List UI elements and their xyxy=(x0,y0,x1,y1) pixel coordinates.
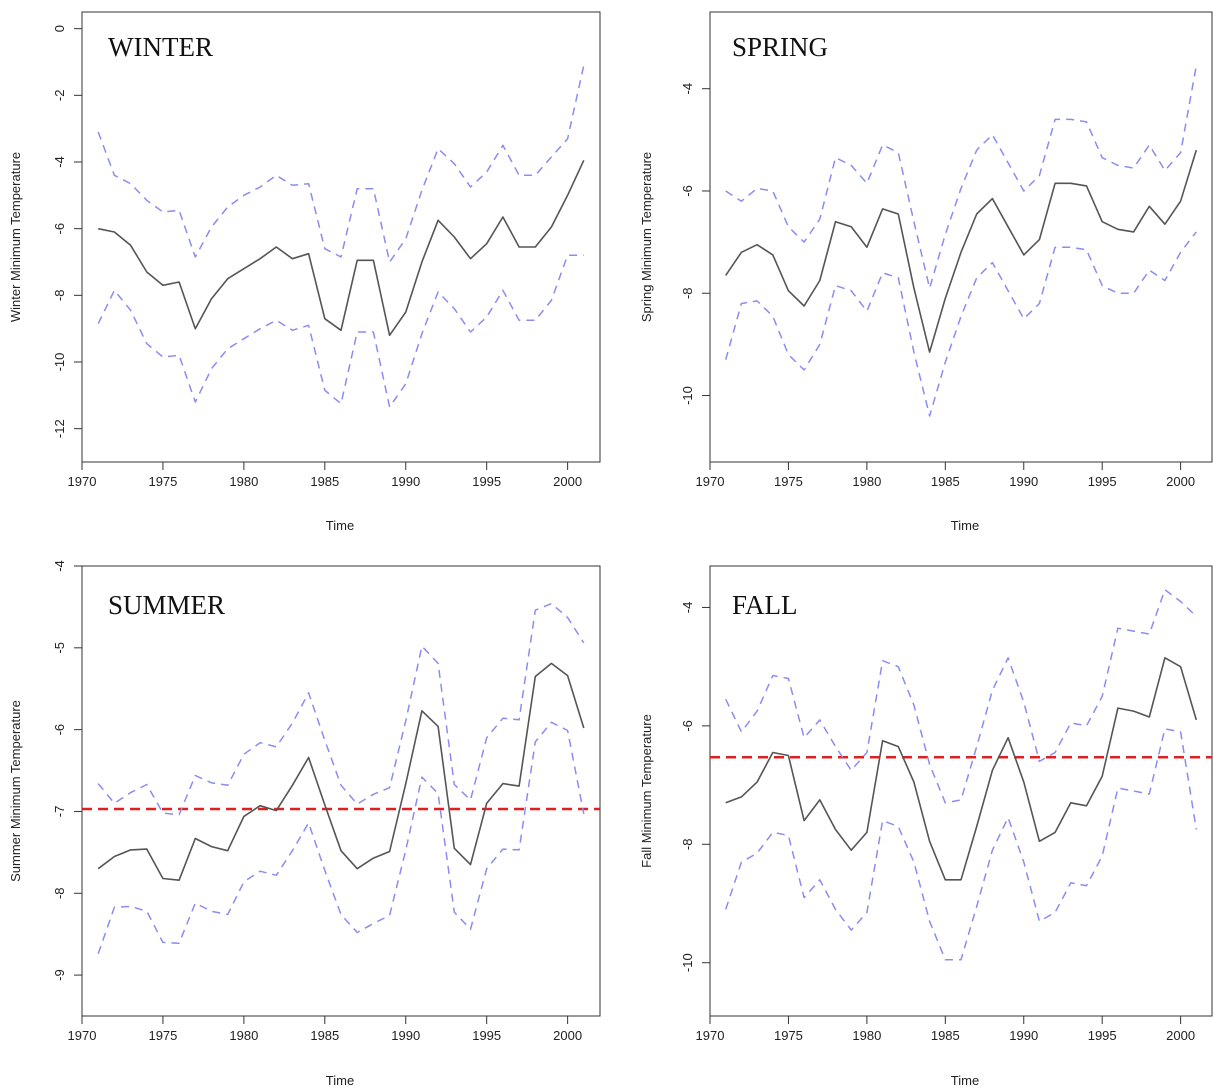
spring-lower-series-line xyxy=(724,231,1197,417)
winter-y-tick-label: -8 xyxy=(52,290,67,302)
spring-x-axis-title: Time xyxy=(951,518,979,533)
winter-panel-label: WINTER xyxy=(108,32,213,62)
summer-panel: 1970 1975 1980 1985 1990 1995 2000 -4 -5 -6 -7 -8 -9… xyxy=(8,560,601,1088)
winter-x-tick-label: 1970 xyxy=(68,474,97,489)
summer-lower-series-line xyxy=(97,721,585,955)
fall-lower-series-line xyxy=(724,728,1198,961)
spring-x-tick-label: 1990 xyxy=(1009,474,1038,489)
winter-x-axis: 1970 1975 1980 1985 1990 1995 2000 xyxy=(68,462,582,489)
winter-x-tick-label: 2000 xyxy=(553,474,582,489)
winter-y-tick-label: -4 xyxy=(52,156,67,168)
fall-mean-series-line xyxy=(725,656,1198,881)
fall-x-axis-title: Time xyxy=(951,1073,979,1088)
spring-y-tick-label: -10 xyxy=(680,386,695,405)
spring-x-tick-label: 2000 xyxy=(1166,474,1195,489)
spring-mean-series-line xyxy=(725,149,1198,353)
winter-y-tick-label: -2 xyxy=(52,90,67,102)
summer-y-tick-label: -9 xyxy=(52,969,67,981)
summer-y-tick-label: -8 xyxy=(52,887,67,899)
fall-x-tick-label: 1975 xyxy=(774,1028,803,1043)
spring-y-tick-label: -4 xyxy=(680,83,695,95)
winter-mean-series-line xyxy=(98,159,585,337)
winter-y-axis: 0 -2 -4 -6 -8 -10 -12 xyxy=(52,25,82,438)
spring-y-tick-label: -8 xyxy=(680,287,695,299)
winter-x-tick-label: 1975 xyxy=(148,474,177,489)
summer-x-tick-label: 1990 xyxy=(391,1028,420,1043)
fall-panel: 1970 1975 1980 1985 1990 1995 2000 -4 -6 -8 -10 Tim… xyxy=(639,565,1213,1088)
spring-plot-frame xyxy=(709,11,1213,463)
spring-panel: 1970 1975 1980 1985 1990 1995 2000 -4 -6 -8 -10 Tim… xyxy=(639,11,1213,533)
fall-y-tick-label: -8 xyxy=(680,839,695,851)
summer-y-axis-title: Summer Minimum Temperature xyxy=(8,700,23,882)
summer-mean-series-line xyxy=(97,662,585,882)
spring-upper-series-line xyxy=(725,65,1198,289)
winter-x-tick-label: 1985 xyxy=(310,474,339,489)
fall-y-axis-title: Fall Minimum Temperature xyxy=(639,714,654,868)
spring-x-axis: 1970 1975 1980 1985 1990 1995 2000 xyxy=(696,462,1195,489)
winter-y-tick-label: -6 xyxy=(52,223,67,235)
fall-x-tick-label: 1985 xyxy=(931,1028,960,1043)
spring-y-axis: -4 -6 -8 -10 xyxy=(680,83,710,405)
summer-plot-frame xyxy=(81,565,601,1017)
summer-y-tick-label: -7 xyxy=(52,806,67,818)
winter-y-tick-label: -10 xyxy=(52,353,67,372)
fall-x-tick-label: 2000 xyxy=(1166,1028,1195,1043)
spring-x-tick-label: 1975 xyxy=(774,474,803,489)
spring-panel-label: SPRING xyxy=(732,32,828,62)
summer-x-tick-label: 1975 xyxy=(148,1028,177,1043)
winter-y-axis-title: Winter Minimum Temperature xyxy=(8,152,23,322)
summer-panel-label: SUMMER xyxy=(108,590,225,620)
fall-y-tick-label: -4 xyxy=(680,602,695,614)
spring-x-tick-label: 1980 xyxy=(852,474,881,489)
winter-plot-frame xyxy=(81,11,601,463)
summer-y-tick-label: -5 xyxy=(52,642,67,654)
fall-x-tick-label: 1980 xyxy=(852,1028,881,1043)
fall-upper-series-line xyxy=(725,588,1197,804)
winter-lower-series-line xyxy=(97,254,584,408)
summer-x-tick-label: 2000 xyxy=(553,1028,582,1043)
summer-x-axis-title: Time xyxy=(326,1073,354,1088)
fall-x-axis: 1970 1975 1980 1985 1990 1995 2000 xyxy=(696,1016,1195,1043)
winter-upper-series-line xyxy=(97,65,585,263)
winter-y-tick-label: -12 xyxy=(52,419,67,438)
summer-y-axis: -4 -5 -6 -7 -8 -9 xyxy=(52,560,82,981)
spring-y-tick-label: -6 xyxy=(680,185,695,197)
fall-x-tick-label: 1990 xyxy=(1009,1028,1038,1043)
summer-x-tick-label: 1970 xyxy=(68,1028,97,1043)
winter-x-axis-title: Time xyxy=(326,518,354,533)
spring-x-tick-label: 1995 xyxy=(1088,474,1117,489)
summer-x-tick-label: 1980 xyxy=(229,1028,258,1043)
summer-y-tick-label: -4 xyxy=(52,560,67,572)
spring-x-tick-label: 1985 xyxy=(931,474,960,489)
spring-y-axis-title: Spring Minimum Temperature xyxy=(639,152,654,322)
fall-plot-frame xyxy=(709,565,1213,1017)
winter-x-tick-label: 1980 xyxy=(229,474,258,489)
winter-x-tick-label: 1990 xyxy=(391,474,420,489)
summer-upper-series-line xyxy=(97,602,585,816)
summer-y-tick-label: -6 xyxy=(52,724,67,736)
fall-panel-label: FALL xyxy=(732,590,798,620)
winter-x-tick-label: 1995 xyxy=(472,474,501,489)
fall-x-tick-label: 1970 xyxy=(696,1028,725,1043)
winter-panel: 1970 1975 1980 1985 1990 1995 2000 0 -2 -4 -6 -8 -10… xyxy=(8,11,601,533)
fall-x-tick-label: 1995 xyxy=(1088,1028,1117,1043)
summer-x-axis: 1970 1975 1980 1985 1990 1995 2000 xyxy=(68,1016,582,1043)
winter-y-tick-label: 0 xyxy=(52,25,67,32)
fall-y-tick-label: -6 xyxy=(680,720,695,732)
summer-x-tick-label: 1995 xyxy=(472,1028,501,1043)
spring-x-tick-label: 1970 xyxy=(696,474,725,489)
summer-x-tick-label: 1985 xyxy=(310,1028,339,1043)
fall-y-axis: -4 -6 -8 -10 xyxy=(680,602,710,972)
fall-y-tick-label: -10 xyxy=(680,953,695,972)
